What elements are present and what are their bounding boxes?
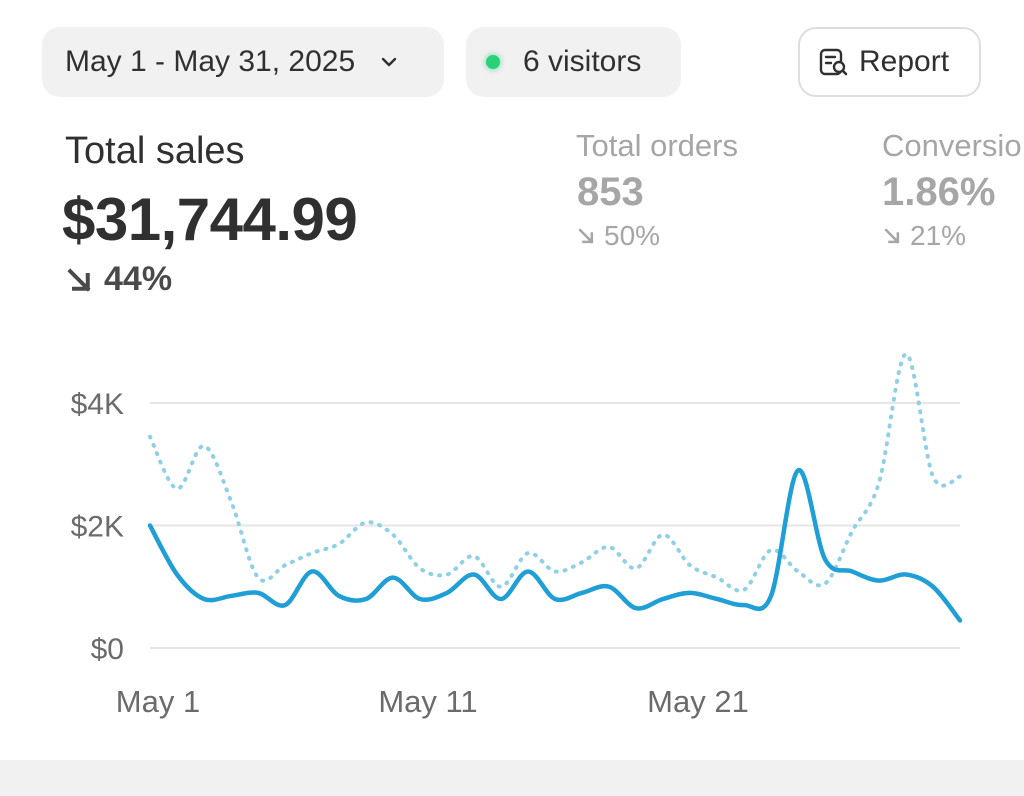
total-orders-change: 50% [576, 220, 660, 252]
conversion-label[interactable]: Conversio [882, 128, 1022, 163]
x-tick-label: May 11 [378, 684, 477, 719]
report-search-icon [819, 48, 848, 76]
x-tick-label: May 21 [647, 684, 749, 719]
date-range-selector[interactable]: May 1 - May 31, 2025 [42, 27, 444, 97]
total-sales-label: Total sales [65, 130, 245, 172]
conversion-value: 1.86% [882, 170, 996, 214]
total-sales-change: 44% [64, 260, 172, 299]
live-visitors-badge[interactable]: 6 visitors [466, 27, 681, 97]
y-tick-label: $4K [71, 388, 124, 421]
chevron-down-icon [381, 57, 397, 67]
conversion-change-value: 21% [910, 220, 967, 251]
y-axis-ticks: $0 $2K $4K [71, 388, 124, 666]
report-label: Report [859, 45, 950, 78]
total-sales-value: $31,744.99 [62, 186, 358, 253]
total-orders-change-value: 50% [604, 220, 661, 251]
total-sales-change-value: 44% [104, 260, 173, 298]
chart-series [147, 351, 963, 623]
report-button[interactable]: Report [798, 27, 981, 97]
trend-down-arrow-icon [884, 228, 900, 244]
y-tick-label: $2K [71, 511, 124, 544]
comparison-series-line [148, 351, 962, 593]
x-axis-ticks: May 1 May 11 May 21 [116, 684, 749, 719]
chart-grid [150, 402, 960, 649]
y-tick-label: $0 [91, 633, 124, 666]
date-range-label: May 1 - May 31, 2025 [65, 45, 356, 78]
conversion-change: 21% [882, 220, 966, 252]
sales-line-chart[interactable]: $0 $2K $4K May 1 May 11 May 21 [0, 330, 1024, 730]
current-series-line [147, 468, 963, 623]
live-status-dot-icon [486, 55, 500, 69]
trend-down-arrow-icon [67, 267, 91, 292]
total-orders-value: 853 [577, 170, 644, 214]
x-tick-label: May 1 [116, 684, 200, 719]
bottom-panel-edge [0, 760, 1024, 796]
visitors-count: 6 visitors [523, 45, 642, 78]
trend-down-arrow-icon [578, 228, 594, 244]
total-orders-label[interactable]: Total orders [576, 128, 738, 163]
